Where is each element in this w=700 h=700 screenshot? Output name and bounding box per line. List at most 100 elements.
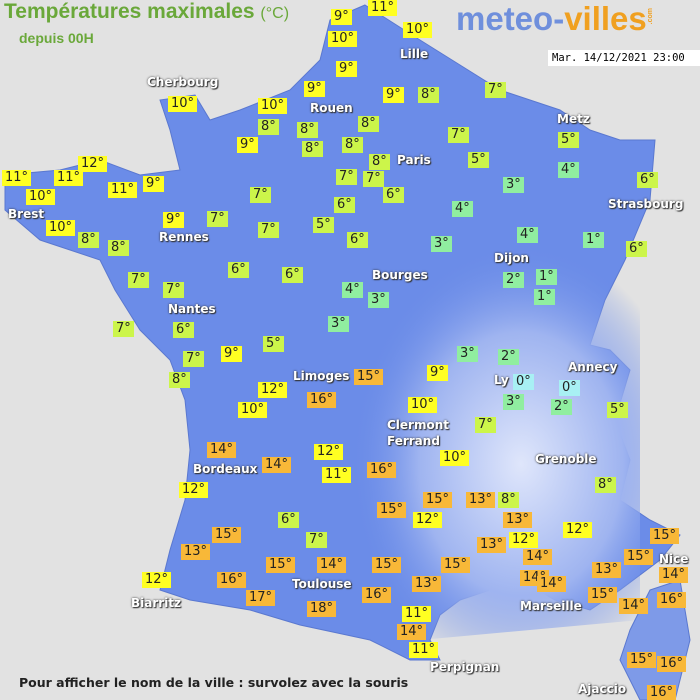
temperature-marker[interactable]: 7° (207, 211, 228, 227)
temperature-marker[interactable]: 15° (441, 557, 471, 573)
temperature-marker[interactable]: 1° (534, 289, 555, 305)
temperature-marker[interactable]: 14° (317, 557, 347, 573)
temperature-marker[interactable]: 7° (485, 82, 506, 98)
temperature-marker[interactable]: 12° (563, 522, 593, 538)
temperature-marker[interactable]: 8° (108, 240, 129, 256)
temperature-marker[interactable]: 9° (336, 61, 357, 77)
temperature-marker[interactable]: 17° (246, 590, 276, 606)
temperature-marker[interactable]: 11° (108, 182, 138, 198)
temperature-marker[interactable]: 15° (624, 549, 654, 565)
temperature-marker[interactable]: 12° (142, 572, 172, 588)
temperature-marker[interactable]: 6° (347, 232, 368, 248)
temperature-marker[interactable]: 6° (282, 267, 303, 283)
temperature-marker[interactable]: 15° (377, 502, 407, 518)
temperature-marker[interactable]: 10° (258, 98, 288, 114)
temperature-marker[interactable]: 7° (163, 282, 184, 298)
temperature-marker[interactable]: 8° (297, 122, 318, 138)
temperature-marker[interactable]: 13° (592, 562, 622, 578)
temperature-marker[interactable]: 13° (503, 512, 533, 528)
temperature-marker[interactable]: 10° (238, 402, 268, 418)
temperature-marker[interactable]: 4° (452, 201, 473, 217)
temperature-marker[interactable]: 16° (657, 592, 687, 608)
temperature-marker[interactable]: 7° (363, 171, 384, 187)
temperature-marker[interactable]: 13° (412, 576, 442, 592)
temperature-marker[interactable]: 16° (657, 656, 687, 672)
temperature-marker[interactable]: 14° (537, 576, 567, 592)
temperature-marker[interactable]: 10° (403, 22, 433, 38)
temperature-marker[interactable]: 16° (307, 392, 337, 408)
temperature-marker[interactable]: 15° (266, 557, 296, 573)
temperature-marker[interactable]: 14° (397, 624, 427, 640)
temperature-marker[interactable]: 9° (143, 176, 164, 192)
temperature-marker[interactable]: 5° (607, 402, 628, 418)
temperature-marker[interactable]: 8° (595, 477, 616, 493)
temperature-marker[interactable]: 10° (26, 189, 56, 205)
temperature-marker[interactable]: 16° (367, 462, 397, 478)
temperature-marker[interactable]: 6° (334, 197, 355, 213)
temperature-marker[interactable]: 4° (517, 227, 538, 243)
temperature-marker[interactable]: 12° (78, 156, 108, 172)
temperature-marker[interactable]: 8° (498, 492, 519, 508)
temperature-marker[interactable]: 9° (383, 87, 404, 103)
temperature-marker[interactable]: 11° (368, 0, 398, 16)
temperature-marker[interactable]: 16° (217, 572, 247, 588)
temperature-marker[interactable]: 14° (207, 442, 237, 458)
temperature-marker[interactable]: 3° (328, 316, 349, 332)
temperature-marker[interactable]: 16° (647, 685, 677, 700)
temperature-marker[interactable]: 9° (221, 346, 242, 362)
temperature-marker[interactable]: 8° (78, 232, 99, 248)
temperature-marker[interactable]: 8° (342, 137, 363, 153)
temperature-marker[interactable]: 9° (163, 212, 184, 228)
temperature-marker[interactable]: 0° (513, 374, 534, 390)
temperature-marker[interactable]: 2° (551, 399, 572, 415)
temperature-marker[interactable]: 7° (113, 321, 134, 337)
temperature-marker[interactable]: 12° (258, 382, 288, 398)
temperature-marker[interactable]: 3° (503, 177, 524, 193)
temperature-marker[interactable]: 12° (509, 532, 539, 548)
temperature-marker[interactable]: 11° (54, 170, 84, 186)
temperature-marker[interactable]: 8° (258, 119, 279, 135)
temperature-marker[interactable]: 11° (409, 642, 439, 658)
temperature-marker[interactable]: 13° (466, 492, 496, 508)
temperature-marker[interactable]: 6° (626, 241, 647, 257)
temperature-marker[interactable]: 10° (408, 397, 438, 413)
temperature-marker[interactable]: 7° (306, 532, 327, 548)
temperature-marker[interactable]: 14° (659, 567, 689, 583)
temperature-marker[interactable]: 3° (457, 346, 478, 362)
temperature-marker[interactable]: 7° (475, 417, 496, 433)
temperature-marker[interactable]: 9° (331, 9, 352, 25)
temperature-marker[interactable]: 15° (354, 369, 384, 385)
temperature-marker[interactable]: 14° (262, 457, 292, 473)
temperature-marker[interactable]: 8° (369, 154, 390, 170)
temperature-marker[interactable]: 8° (302, 141, 323, 157)
temperature-marker[interactable]: 6° (637, 172, 658, 188)
temperature-marker[interactable]: 11° (402, 606, 432, 622)
temperature-marker[interactable]: 18° (307, 601, 337, 617)
temperature-marker[interactable]: 10° (168, 96, 198, 112)
temperature-marker[interactable]: 15° (372, 557, 402, 573)
temperature-marker[interactable]: 14° (619, 598, 649, 614)
temperature-marker[interactable]: 10° (440, 450, 470, 466)
temperature-marker[interactable]: 14° (523, 549, 553, 565)
temperature-marker[interactable]: 3° (503, 394, 524, 410)
temperature-marker[interactable]: 7° (258, 222, 279, 238)
temperature-marker[interactable]: 11° (322, 467, 352, 483)
temperature-marker[interactable]: 9° (427, 365, 448, 381)
temperature-marker[interactable]: 13° (477, 537, 507, 553)
temperature-marker[interactable]: 2° (498, 349, 519, 365)
temperature-marker[interactable]: 16° (362, 587, 392, 603)
temperature-marker[interactable]: 5° (468, 152, 489, 168)
temperature-marker[interactable]: 6° (173, 322, 194, 338)
temperature-marker[interactable]: 7° (183, 351, 204, 367)
temperature-marker[interactable]: 11° (2, 170, 32, 186)
temperature-marker[interactable]: 0° (559, 380, 580, 396)
temperature-marker[interactable]: 5° (558, 132, 579, 148)
temperature-marker[interactable]: 15° (423, 492, 453, 508)
temperature-marker[interactable]: 15° (650, 528, 680, 544)
temperature-marker[interactable]: 12° (413, 512, 443, 528)
temperature-marker[interactable]: 7° (448, 127, 469, 143)
temperature-marker[interactable]: 4° (342, 282, 363, 298)
temperature-marker[interactable]: 15° (627, 652, 657, 668)
temperature-marker[interactable]: 13° (181, 544, 211, 560)
temperature-marker[interactable]: 8° (358, 116, 379, 132)
